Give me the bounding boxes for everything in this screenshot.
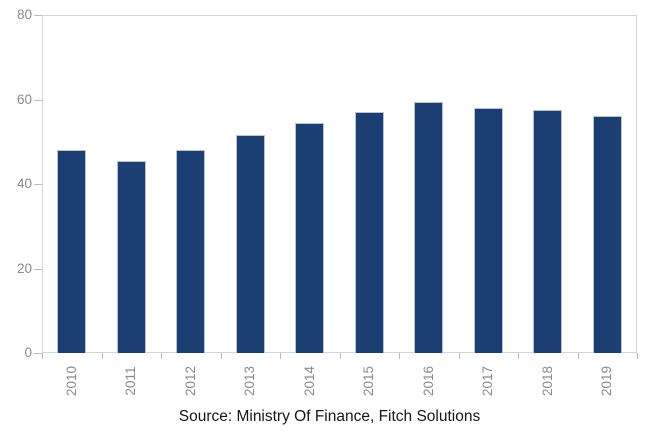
x-axis-tick-label: 2016 (420, 365, 436, 397)
x-axis-tick-label: 2013 (242, 365, 258, 397)
x-axis-tick-mark (577, 353, 579, 359)
x-axis-tick-mark (339, 353, 341, 359)
y-axis-tick-mark (34, 99, 42, 101)
bar-2010 (57, 150, 87, 353)
bar-2017 (473, 107, 503, 353)
x-axis-tick-mark (220, 353, 222, 359)
x-axis-tick-mark (458, 353, 460, 359)
y-axis-tick-mark (34, 268, 42, 270)
y-axis-tick-label: 80 (16, 7, 32, 22)
x-axis-tick-label: 2015 (361, 365, 377, 397)
x-axis-tick-mark (518, 353, 519, 359)
x-axis-tick-label: 2019 (599, 365, 615, 397)
x-axis-tick-label: 2014 (301, 365, 317, 397)
x-axis-tick-label: 2017 (480, 365, 496, 397)
y-axis-tick-mark (34, 184, 42, 185)
x-axis-tick-label: 2011 (123, 366, 139, 396)
x-axis-tick-mark (399, 353, 400, 359)
y-axis-tick-label: 60 (16, 91, 32, 107)
y-axis-tick-label: 0 (24, 345, 32, 360)
bar-2013 (235, 135, 265, 353)
x-axis-tick-mark (161, 353, 162, 359)
y-axis-tick-label: 40 (16, 176, 32, 191)
x-axis-tick-label: 2010 (63, 365, 79, 397)
source-caption: Source: Ministry Of Finance, Fitch Solut… (178, 408, 481, 425)
bar-2012 (176, 150, 206, 353)
x-axis-tick-label: 2018 (539, 365, 555, 397)
bar-2014 (295, 122, 325, 353)
bar-2018 (533, 110, 563, 353)
bar-2015 (354, 112, 384, 353)
x-axis-tick-mark (42, 353, 43, 359)
x-axis-tick-label: 2012 (182, 365, 198, 397)
bar-2011 (116, 160, 146, 353)
x-axis-tick-mark (280, 353, 281, 359)
bar-2016 (414, 101, 444, 353)
y-axis-tick-mark (34, 353, 42, 354)
x-axis-tick-mark (637, 353, 638, 359)
x-axis-tick-mark (101, 353, 103, 359)
y-axis-tick-mark (34, 15, 42, 16)
bar-2019 (592, 116, 622, 353)
y-axis-tick-label: 20 (16, 260, 32, 276)
